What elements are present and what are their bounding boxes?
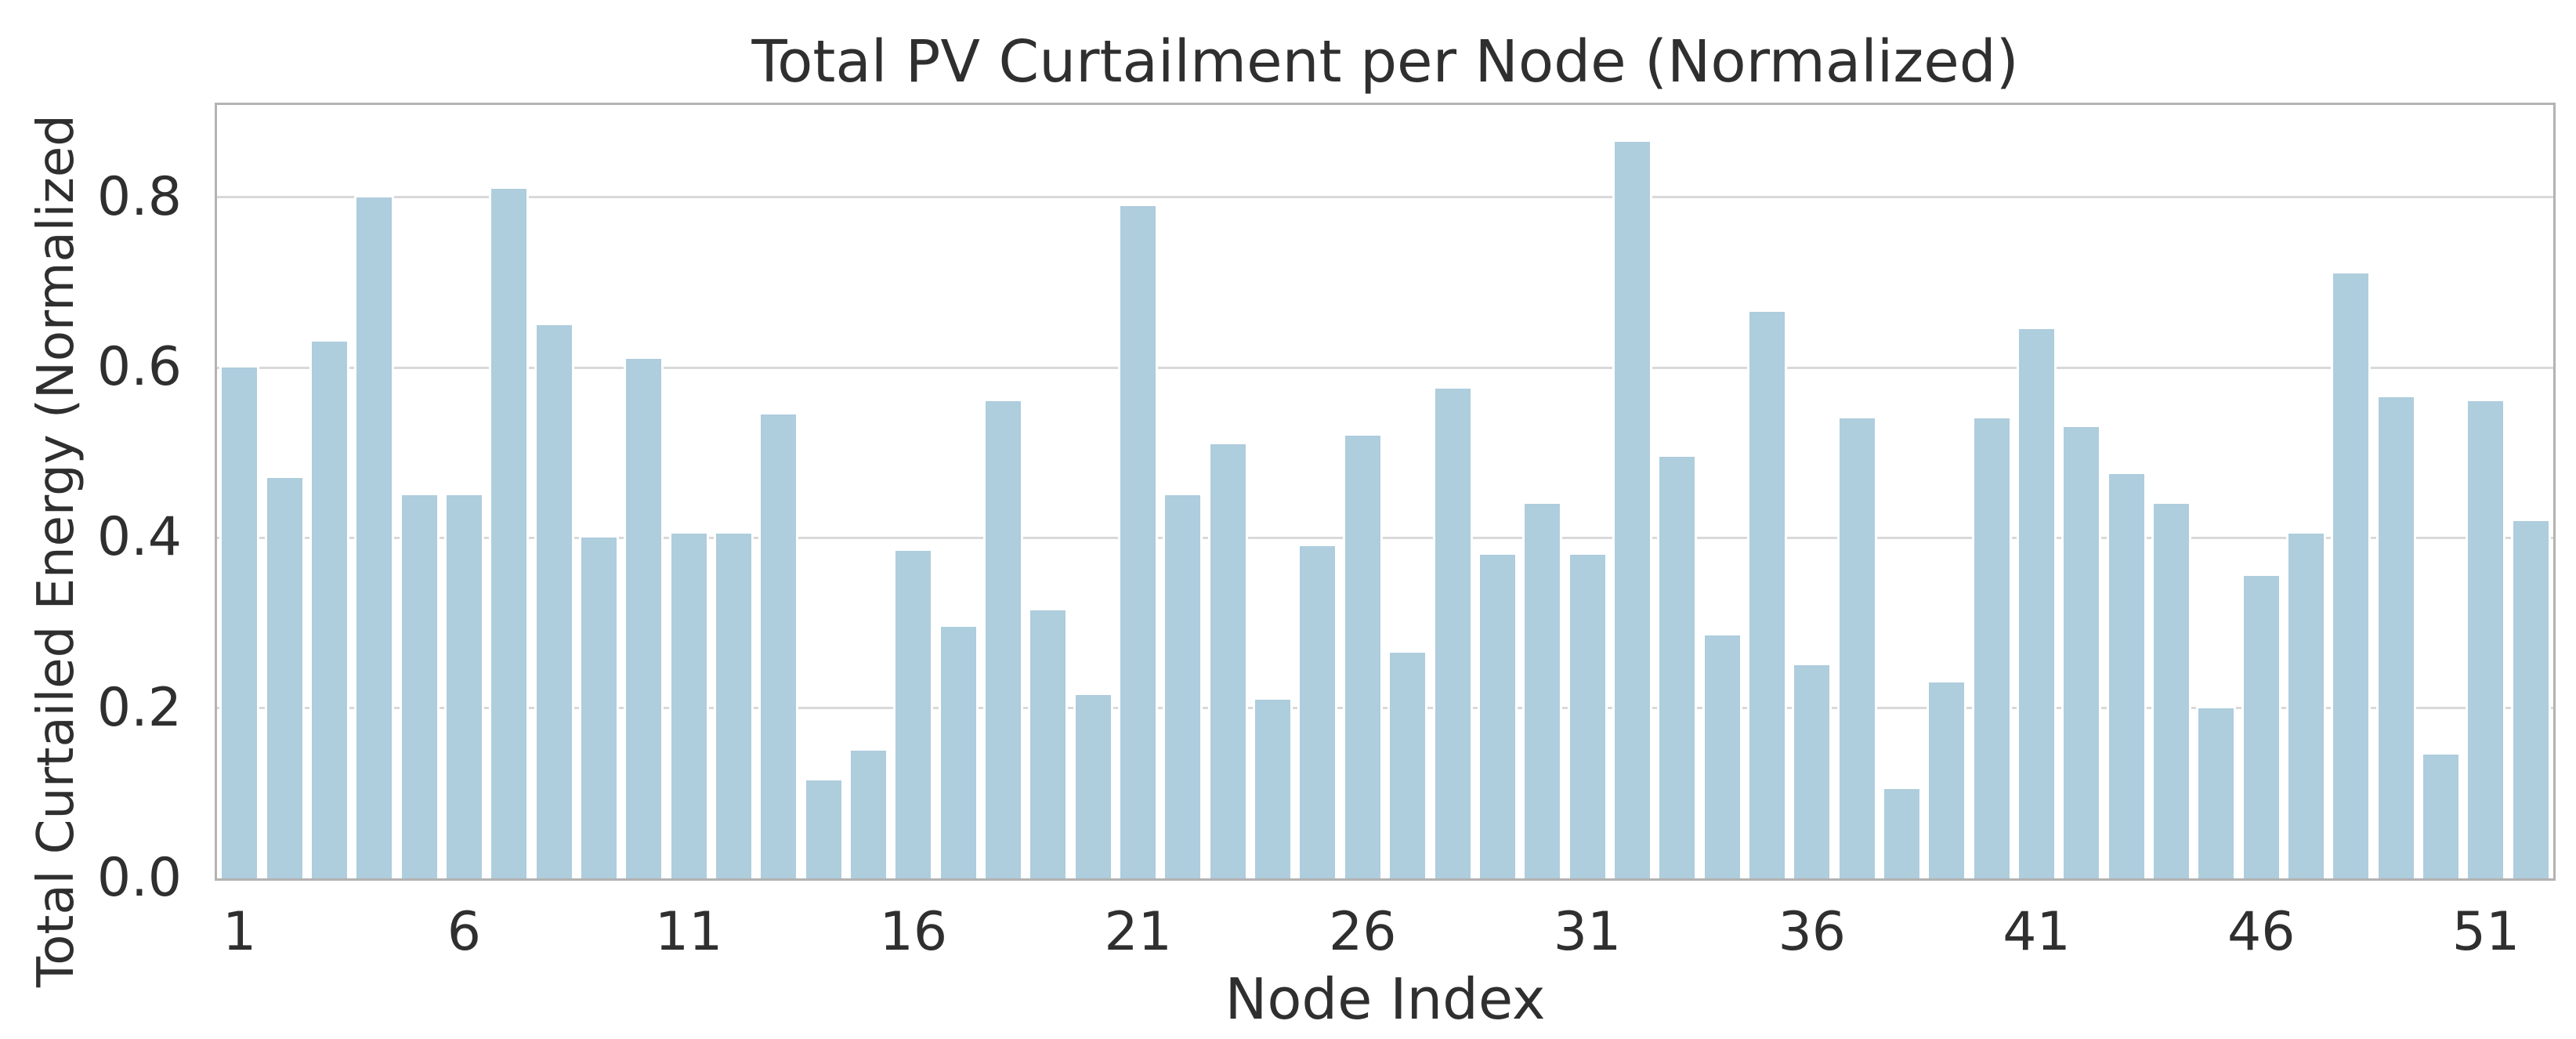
bar-node-17: [938, 624, 979, 878]
x-tick-label: 6: [447, 901, 482, 963]
bar-node-19: [1028, 607, 1069, 878]
bar-node-22: [1163, 493, 1203, 878]
bar-node-32: [1612, 139, 1652, 878]
x-tick-label: 46: [2227, 901, 2296, 963]
bar-node-36: [1792, 663, 1833, 878]
bar-node-46: [2241, 574, 2281, 878]
y-tick-label: 0.6: [96, 336, 182, 398]
bar-node-24: [1253, 697, 1293, 878]
bar-node-26: [1342, 433, 1383, 878]
x-axis-label: Node Index: [1225, 966, 1546, 1032]
bar-node-6: [443, 493, 484, 878]
bar-node-52: [2510, 518, 2551, 878]
bar-node-4: [354, 194, 395, 878]
y-tick-label: 0.0: [96, 847, 182, 909]
bar-node-43: [2106, 471, 2147, 878]
bar-node-1: [219, 365, 260, 878]
bar-node-20: [1073, 693, 1113, 878]
bar-node-5: [399, 493, 440, 878]
bar-node-51: [2466, 399, 2506, 878]
bar-node-2: [264, 476, 305, 878]
bar-node-10: [624, 357, 664, 878]
bar-node-37: [1836, 416, 1877, 878]
bar-node-39: [1927, 680, 1967, 878]
plot-area: [215, 103, 2556, 881]
bar-node-50: [2421, 752, 2462, 878]
y-tick-label: 0.4: [96, 506, 182, 569]
bar-node-38: [1881, 786, 1922, 878]
x-tick-label: 36: [1778, 901, 1847, 963]
bar-node-48: [2331, 271, 2372, 878]
x-tick-label: 51: [2451, 901, 2520, 963]
bar-node-11: [668, 530, 709, 878]
y-tick-label: 0.2: [96, 676, 182, 739]
x-tick-label: 21: [1104, 901, 1172, 963]
bar-node-25: [1297, 544, 1338, 878]
bar-node-29: [1477, 552, 1518, 878]
x-tick-label: 41: [2003, 901, 2071, 963]
x-tick-label: 16: [879, 901, 948, 963]
bar-node-7: [489, 186, 530, 878]
bar-node-23: [1207, 441, 1248, 878]
bar-node-35: [1746, 310, 1787, 878]
bar-node-41: [2017, 327, 2057, 878]
y-tick-label: 0.8: [96, 165, 182, 228]
bar-node-34: [1702, 633, 1742, 878]
bar-node-45: [2196, 705, 2237, 878]
x-tick-label: 11: [654, 901, 723, 963]
bar-node-3: [309, 339, 349, 878]
bar-node-16: [893, 548, 934, 878]
bar-node-8: [534, 322, 574, 878]
bar-node-49: [2375, 395, 2416, 878]
bar-node-12: [713, 530, 754, 878]
bar-node-21: [1118, 203, 1159, 878]
x-tick-label: 31: [1553, 901, 1622, 963]
chart-title: Total PV Curtailment per Node (Normalize…: [751, 28, 2019, 96]
bar-node-15: [848, 748, 889, 878]
gridline: [217, 366, 2553, 369]
bar-node-30: [1522, 501, 1563, 878]
bar-node-13: [758, 411, 799, 878]
bar-node-18: [983, 399, 1024, 878]
bar-node-9: [578, 535, 619, 878]
x-tick-label: 1: [223, 901, 257, 963]
gridline: [217, 196, 2553, 199]
gridline: [217, 536, 2553, 539]
bar-node-27: [1387, 650, 1428, 878]
bar-node-40: [1971, 416, 2012, 878]
bar-node-14: [803, 778, 844, 878]
bar-node-28: [1432, 386, 1473, 878]
bar-node-47: [2286, 530, 2327, 878]
x-tick-label: 26: [1329, 901, 1397, 963]
bar-node-31: [1567, 552, 1608, 878]
bar-node-42: [2061, 425, 2102, 878]
gridline: [217, 707, 2553, 710]
bar-node-44: [2151, 501, 2192, 878]
bar-node-33: [1657, 454, 1698, 878]
